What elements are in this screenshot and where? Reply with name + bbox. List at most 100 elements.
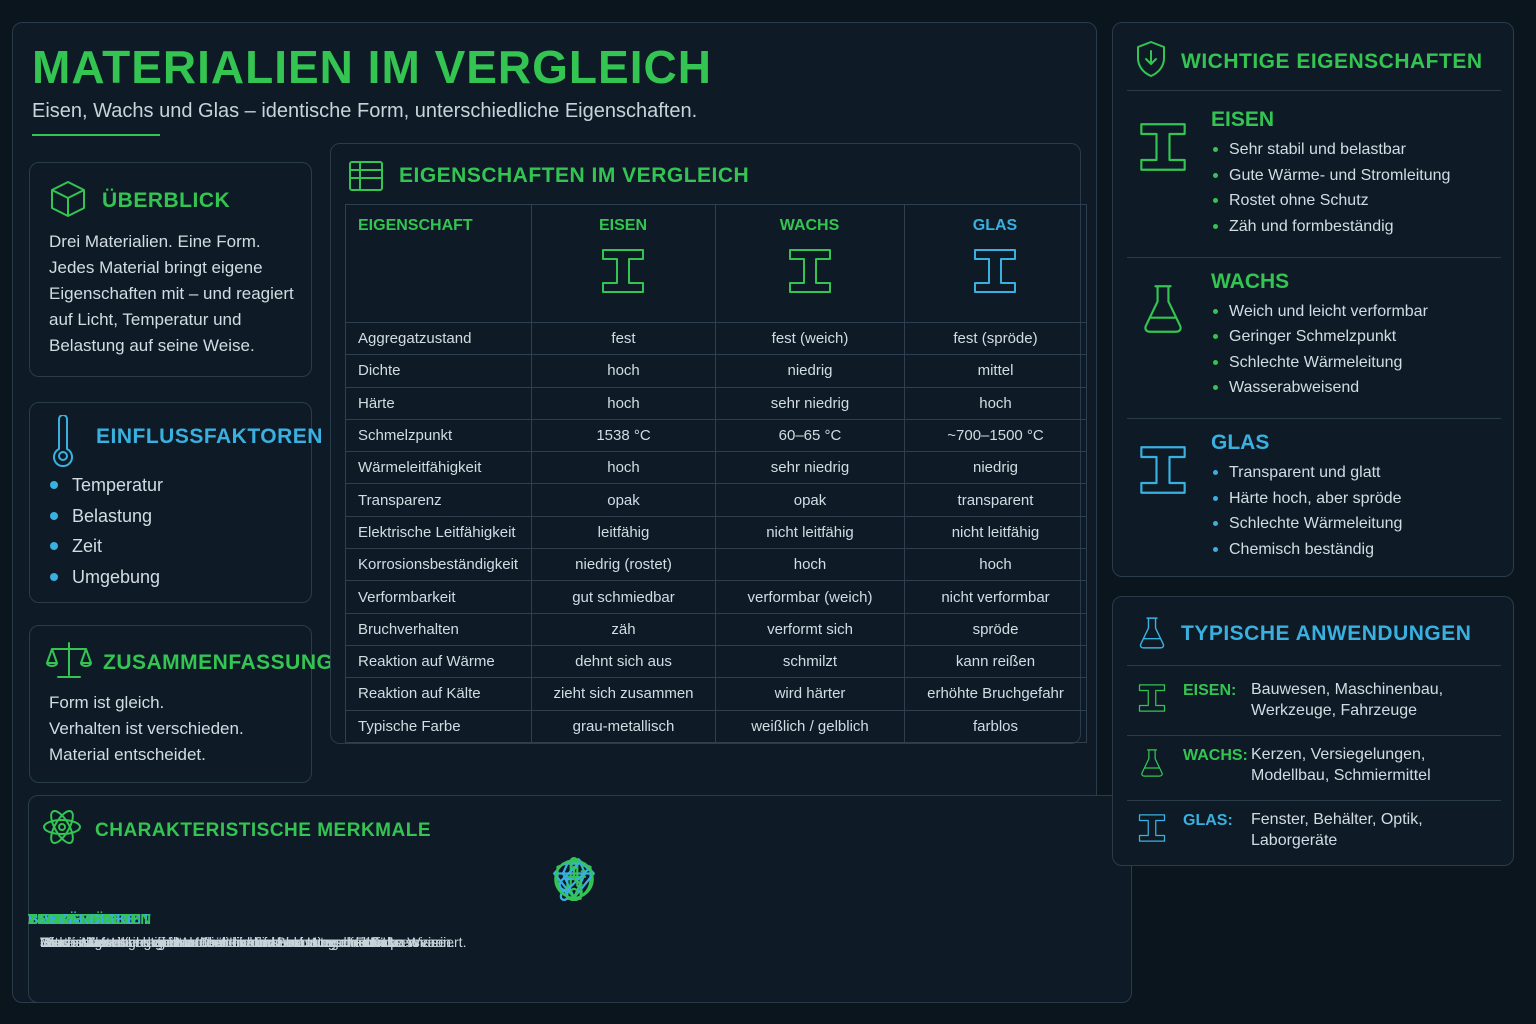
- table-cell: erhöhte Bruchgefahr: [904, 677, 1087, 711]
- beam-icon: [786, 245, 834, 297]
- table-cell: verformbar (weich): [715, 580, 905, 614]
- table-cell: 60–65 °C: [715, 418, 905, 453]
- table-cell: Dichte: [345, 354, 532, 388]
- table-cell: hoch: [715, 548, 905, 582]
- table-row: Reaktion auf Kälte zieht sich zusammen wir…: [345, 677, 1087, 711]
- table-row: Verformbarkeit gut schmiedbar verformbar (…: [345, 580, 1087, 614]
- table-cell: Korrosionsbeständigkeit: [345, 548, 532, 582]
- beam-icon: [1137, 111, 1189, 183]
- feature-text: Wachs lässt sich leicht verformen und ni…: [40, 934, 427, 950]
- cube-icon: [51, 181, 85, 217]
- group-name: EISEN: [1211, 108, 1275, 131]
- applications-panel: TYPISCHE ANWENDUNGEN EISEN: Bauwesen, Mas…: [1112, 596, 1514, 866]
- thermometer-icon: [53, 415, 73, 467]
- table-cell: farblos: [904, 709, 1087, 743]
- beam-icon: [1137, 434, 1189, 506]
- table-cell: hoch: [531, 386, 716, 420]
- table-cell: opak: [531, 483, 716, 517]
- table-cell: opak: [715, 483, 905, 517]
- bullet: [50, 542, 58, 550]
- feature-title: STABILITÄT: [28, 911, 115, 928]
- table-header-cell: EIGENSCHAFT: [345, 204, 532, 323]
- item-text: Rostet ohne Schutz: [1229, 192, 1369, 209]
- bullet: [1213, 359, 1218, 365]
- table-cell: gut schmiedbar: [531, 580, 716, 614]
- table-header-cell: WACHS: [715, 204, 905, 323]
- table-row: Elektrische Leitfähigkeit leitfähig nicht …: [345, 515, 1087, 550]
- group-item: Zäh und formbeständig: [1211, 216, 1450, 242]
- header-text: GLAS: [972, 217, 1018, 234]
- group-item: Sehr stabil und belastbar: [1211, 139, 1450, 165]
- table-cell: fest: [531, 321, 716, 356]
- feature-text: Mit der Zeit altern die Materialien auf …: [40, 934, 450, 950]
- table-cell: leitfähig: [531, 515, 716, 550]
- scale-icon: [46, 642, 92, 678]
- group-item: Wasserabweisend: [1211, 377, 1428, 403]
- table-cell: fest (weich): [715, 321, 905, 356]
- table-icon: [349, 161, 383, 191]
- shield-icon: [1137, 41, 1165, 77]
- table-cell: niedrig: [715, 354, 905, 388]
- table-cell: hoch: [531, 354, 716, 388]
- table-row: Reaktion auf Wärme dehnt sich aus schmilzt…: [345, 644, 1087, 679]
- bullet: [1213, 495, 1218, 501]
- table-cell: schmilzt: [715, 644, 905, 679]
- app-text: Fenster, Behälter, Optik, Laborgeräte: [1251, 811, 1423, 849]
- table-cell: zäh: [531, 612, 716, 646]
- beam-icon: [599, 245, 647, 297]
- table-cell: Typische Farbe: [345, 709, 532, 743]
- table-cell: sehr niedrig: [715, 451, 905, 485]
- table-cell: grau-metallisch: [531, 709, 716, 743]
- features-row: STABILITÄT Eisen ist extrem stabil und hä…: [28, 853, 1120, 993]
- item-text: Schlechte Wärmeleitung: [1229, 353, 1403, 371]
- table-cell: niedrig (rostet): [531, 548, 716, 582]
- app-name: EISEN:: [1183, 682, 1237, 699]
- title-underline: [32, 134, 160, 136]
- table-cell: hoch: [904, 386, 1087, 420]
- table-header-cell: EISEN: [531, 204, 716, 323]
- header-text: EIGENSCHAFT: [358, 217, 473, 234]
- divider: [1127, 90, 1501, 91]
- divider: [1127, 800, 1501, 801]
- table-cell: Wärmeleitfähigkeit: [345, 451, 532, 485]
- group-item: Rostet ohne Schutz: [1211, 190, 1450, 216]
- page-subtitle: Eisen, Wachs und Glas – identische Form,…: [32, 100, 698, 122]
- app-name: WACHS:: [1183, 747, 1248, 764]
- factor-item: Belastung: [50, 504, 163, 535]
- comparison-table: EIGENSCHAFT EISEN WACHS GLAS Aggregatzustand…: [345, 204, 1087, 743]
- feature-icon: [558, 858, 591, 901]
- table-cell: Schmelzpunkt: [345, 418, 532, 453]
- group-item: Transparent und glatt: [1211, 462, 1402, 488]
- table-cell: sehr niedrig: [715, 386, 905, 420]
- table-row: Wärmeleitfähigkeit hoch sehr niedrig niedri…: [345, 451, 1087, 485]
- factor-text: Zeit: [72, 536, 103, 556]
- bullet: [1213, 308, 1218, 314]
- item-text: Zäh und formbeständig: [1229, 217, 1394, 235]
- properties-panel: WICHTIGE EIGENSCHAFTEN EISEN Sehr stabil …: [1112, 22, 1514, 577]
- table-cell: 1538 °C: [531, 418, 716, 453]
- table-row: Korrosionsbeständigkeit niedrig (rostet) h…: [345, 548, 1087, 582]
- overview-text: Drei Materialien. Eine Form. Jedes Mater…: [49, 232, 294, 355]
- item-text: Chemisch beständig: [1229, 540, 1374, 558]
- item-text: Geringer Schmelzpunkt: [1229, 328, 1397, 345]
- table-row: Dichte hoch niedrig mittel: [345, 354, 1087, 388]
- factor-text: Temperatur: [72, 475, 164, 495]
- app-text: Bauwesen, Maschinenbau, Werkzeuge, Fahrz…: [1251, 681, 1444, 719]
- table-cell: Elektrische Leitfähigkeit: [345, 515, 532, 550]
- bullet: [50, 572, 58, 581]
- factors-panel: EINFLUSSFAKTOREN Temperatur Belastung Zeit…: [29, 402, 322, 603]
- group-name: WACHS: [1211, 269, 1290, 293]
- item-text: Sehr stabil und belastbar: [1229, 141, 1406, 158]
- table-cell: transparent: [904, 483, 1087, 517]
- flask-icon: [1137, 273, 1189, 345]
- item-text: Weich und leicht verformbar: [1229, 302, 1428, 320]
- header-icon: [716, 245, 903, 305]
- applications-title: TYPISCHE ANWENDUNGEN: [1181, 622, 1472, 645]
- item-text: Transparent und glatt: [1229, 464, 1381, 481]
- table-row: Typische Farbe grau-metallisch weißlich / …: [345, 709, 1087, 743]
- group-item: Schlechte Wärmeleitung: [1211, 513, 1402, 539]
- factors-list: Temperatur Belastung Zeit Umgebung: [50, 473, 163, 595]
- table-cell: spröde: [904, 612, 1087, 646]
- summary-title: ZUSAMMENFASSUNG: [103, 651, 334, 674]
- feature-text: Beständigkeit gegenüber Chemikalien und …: [40, 934, 467, 950]
